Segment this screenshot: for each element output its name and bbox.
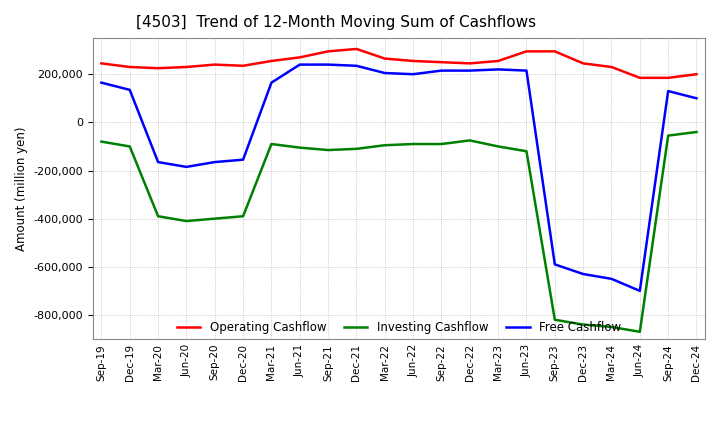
Line: Operating Cashflow: Operating Cashflow <box>102 49 696 78</box>
Investing Cashflow <box>579 322 588 327</box>
Investing Cashflow <box>125 144 134 149</box>
Free Cashflow <box>522 68 531 73</box>
Free Cashflow <box>437 68 446 73</box>
Investing Cashflow <box>154 213 163 219</box>
Investing Cashflow <box>664 133 672 138</box>
Investing Cashflow <box>522 149 531 154</box>
Operating Cashflow <box>324 49 333 54</box>
Operating Cashflow <box>97 61 106 66</box>
Operating Cashflow <box>692 72 701 77</box>
Operating Cashflow <box>551 49 559 54</box>
Free Cashflow <box>154 159 163 165</box>
Free Cashflow <box>664 88 672 94</box>
Text: [4503]  Trend of 12-Month Moving Sum of Cashflows: [4503] Trend of 12-Month Moving Sum of C… <box>136 15 536 30</box>
Operating Cashflow <box>607 64 616 70</box>
Operating Cashflow <box>579 61 588 66</box>
Operating Cashflow <box>210 62 219 67</box>
Free Cashflow <box>551 262 559 267</box>
Investing Cashflow <box>636 329 644 334</box>
Operating Cashflow <box>409 59 418 64</box>
Operating Cashflow <box>437 59 446 65</box>
Operating Cashflow <box>380 56 389 61</box>
Free Cashflow <box>352 63 361 69</box>
Free Cashflow <box>465 68 474 73</box>
Free Cashflow <box>324 62 333 67</box>
Investing Cashflow <box>692 129 701 135</box>
Operating Cashflow <box>494 59 503 64</box>
Operating Cashflow <box>182 64 191 70</box>
Investing Cashflow <box>465 138 474 143</box>
Investing Cashflow <box>295 145 304 150</box>
Y-axis label: Amount (million yen): Amount (million yen) <box>15 126 28 251</box>
Operating Cashflow <box>636 75 644 81</box>
Operating Cashflow <box>295 55 304 60</box>
Free Cashflow <box>239 157 248 162</box>
Investing Cashflow <box>380 143 389 148</box>
Line: Investing Cashflow: Investing Cashflow <box>102 132 696 332</box>
Free Cashflow <box>380 70 389 76</box>
Investing Cashflow <box>437 141 446 147</box>
Free Cashflow <box>295 62 304 67</box>
Investing Cashflow <box>267 141 276 147</box>
Operating Cashflow <box>522 49 531 54</box>
Investing Cashflow <box>239 213 248 219</box>
Investing Cashflow <box>324 147 333 153</box>
Operating Cashflow <box>352 46 361 51</box>
Investing Cashflow <box>182 218 191 224</box>
Operating Cashflow <box>125 64 134 70</box>
Operating Cashflow <box>664 75 672 81</box>
Free Cashflow <box>182 164 191 169</box>
Investing Cashflow <box>551 317 559 323</box>
Free Cashflow <box>636 288 644 293</box>
Investing Cashflow <box>352 146 361 151</box>
Free Cashflow <box>210 159 219 165</box>
Operating Cashflow <box>154 66 163 71</box>
Operating Cashflow <box>239 63 248 69</box>
Investing Cashflow <box>409 141 418 147</box>
Free Cashflow <box>692 95 701 101</box>
Free Cashflow <box>607 276 616 282</box>
Free Cashflow <box>579 271 588 277</box>
Free Cashflow <box>409 72 418 77</box>
Investing Cashflow <box>210 216 219 221</box>
Investing Cashflow <box>494 144 503 149</box>
Investing Cashflow <box>97 139 106 144</box>
Investing Cashflow <box>607 324 616 330</box>
Line: Free Cashflow: Free Cashflow <box>102 65 696 291</box>
Free Cashflow <box>97 80 106 85</box>
Free Cashflow <box>267 80 276 85</box>
Operating Cashflow <box>465 61 474 66</box>
Free Cashflow <box>125 87 134 92</box>
Legend: Operating Cashflow, Investing Cashflow, Free Cashflow: Operating Cashflow, Investing Cashflow, … <box>172 317 626 339</box>
Free Cashflow <box>494 67 503 72</box>
Operating Cashflow <box>267 59 276 64</box>
